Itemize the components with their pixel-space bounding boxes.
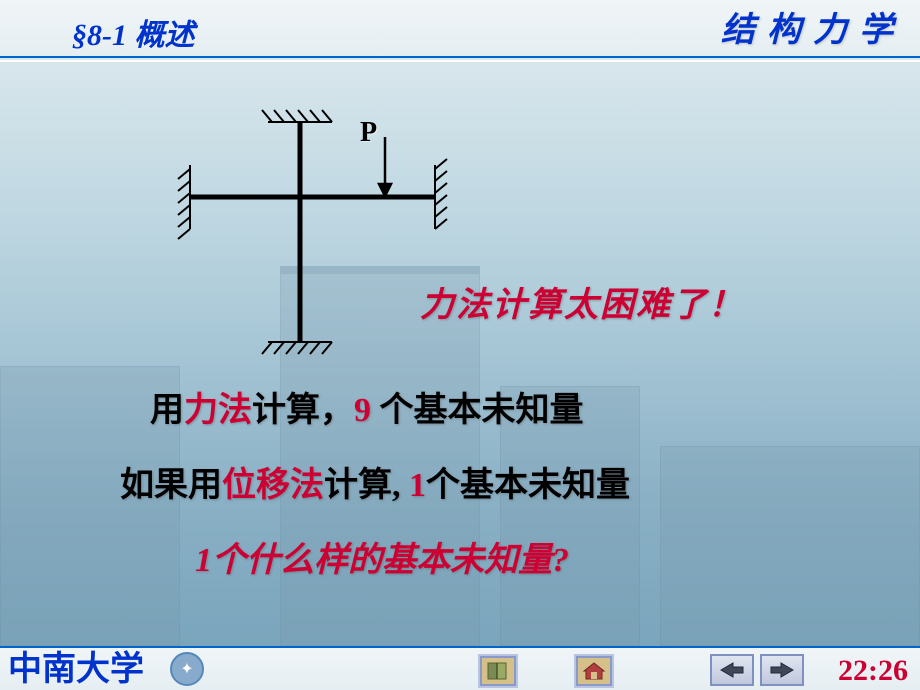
exclamation-text: 力法计算太困难了！ bbox=[420, 277, 744, 326]
nav-icon-group bbox=[480, 656, 612, 686]
next-button[interactable] bbox=[760, 654, 804, 686]
force-label: P bbox=[360, 117, 377, 149]
nav-arrow-group bbox=[710, 654, 804, 686]
text-line-2: 如果用位移法计算, 1个基本未知量 bbox=[120, 457, 630, 506]
text-segment: 计算， bbox=[252, 392, 354, 429]
prev-button[interactable] bbox=[710, 654, 754, 686]
slide-footer: 中南大学 ✦ 22:26 bbox=[0, 646, 920, 690]
slide-content: P 力法计算太困难了！ 用力法计算，9 个基本未知量 如果用位移法计算, 1个基… bbox=[0, 60, 920, 646]
course-title: 结构力学 bbox=[721, 2, 905, 51]
slide-header: §8-1 概述 结构力学 bbox=[0, 0, 920, 58]
text-segment-red: 位移法 bbox=[222, 467, 324, 504]
book-icon[interactable] bbox=[480, 656, 516, 686]
text-line-1: 用力法计算，9 个基本未知量 bbox=[150, 382, 584, 431]
home-icon[interactable] bbox=[576, 656, 612, 686]
text-segment-red: 9 bbox=[354, 392, 371, 429]
text-segment: 用 bbox=[150, 392, 184, 429]
slide: §8-1 概述 结构力学 bbox=[0, 0, 920, 690]
bg-building bbox=[660, 446, 920, 646]
university-name: 中南大学 bbox=[8, 641, 144, 690]
text-segment-red: 力法 bbox=[184, 392, 252, 429]
text-line-3: 1个什么样的基本未知量? bbox=[195, 532, 569, 581]
text-segment-red: 1 bbox=[401, 467, 427, 504]
university-logo-icon: ✦ bbox=[170, 652, 204, 686]
text-segment: 个基本未知量 bbox=[371, 392, 584, 429]
text-segment: 计算, bbox=[324, 467, 401, 504]
text-segment: 个基本未知量 bbox=[426, 467, 630, 504]
text-segment: 如果用 bbox=[120, 467, 222, 504]
clock-time: 22:26 bbox=[838, 654, 908, 688]
section-title: §8-1 概述 bbox=[72, 10, 195, 54]
